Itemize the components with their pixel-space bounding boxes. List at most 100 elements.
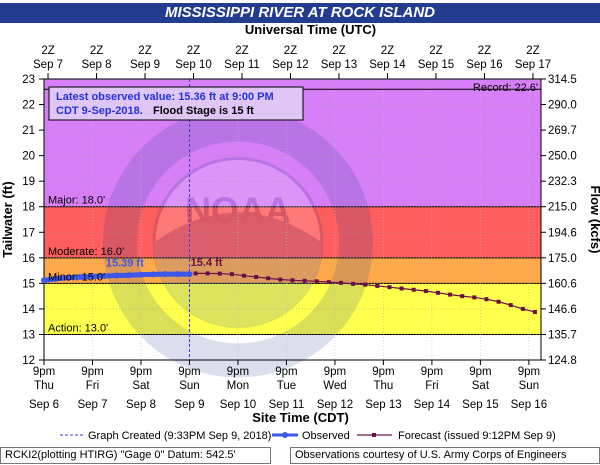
top-tick-date-3: Sep 10 (175, 59, 211, 71)
forecast-point-19 (423, 289, 428, 294)
right-tick-label-10: 290.0 (548, 100, 577, 112)
right-tick-label-5: 194.6 (548, 227, 577, 239)
axes: Universal Time (UTC) 2Z Sep 7 2Z Sep 8 2Z Sep … (0, 22, 600, 425)
forecast-point-20 (435, 290, 440, 295)
observed-point-10 (162, 271, 169, 278)
forecast-point-26 (508, 303, 513, 308)
observed-point-0 (41, 277, 47, 284)
watermark-wave (153, 212, 322, 327)
top-tick-date-10: Sep 17 (515, 59, 551, 71)
data-series (41, 271, 537, 314)
bottom-tick-day-0: Thu (34, 380, 54, 392)
observed-point-12 (186, 271, 193, 278)
top-tick-date-9: Sep 16 (466, 59, 502, 71)
observed-point-4 (89, 273, 96, 280)
watermark-noaa-text: NOAA (185, 189, 291, 230)
band-label-moderate: Moderate: 16.0' (48, 246, 124, 258)
forecast-point-5 (254, 274, 259, 279)
observed-point-7 (125, 272, 132, 279)
top-tick-date-1: Sep 8 (81, 59, 111, 71)
forecast-value-label: 15.4 ft (191, 257, 223, 269)
forecast-point-0 (193, 271, 198, 276)
forecast-point-10 (314, 279, 319, 284)
top-tick-label-1: 2Z (90, 45, 103, 57)
bottom-tick-time-5: 9pm (275, 366, 297, 378)
left-tick-label-3: 15 (22, 278, 35, 290)
right-tick-label-0: 124.8 (548, 355, 577, 367)
forecast-point-8 (290, 278, 295, 283)
forecast-point-28 (532, 309, 537, 314)
bottom-tick-date-6: Sep 12 (317, 399, 353, 411)
bottom-tick-day-2: Sat (132, 380, 150, 392)
top-tick-label-8: 2Z (429, 45, 442, 57)
observed-point-6 (113, 272, 120, 279)
top-tick-date-8: Sep 15 (418, 59, 454, 71)
observed-point-2 (65, 274, 72, 281)
bottom-tick-time-2: 9pm (130, 366, 152, 378)
bottom-tick-time-3: 9pm (178, 366, 200, 378)
bottom-tick-date-1: Sep 7 (77, 399, 107, 411)
observed-value-label: 15.39 ft (106, 257, 144, 269)
grid-lines (44, 79, 541, 360)
left-tick-label-10: 22 (22, 100, 35, 112)
top-tick-label-3: 2Z (187, 45, 200, 57)
bottom-tick-date-2: Sep 8 (126, 399, 156, 411)
bottom-tick-time-8: 9pm (421, 366, 443, 378)
observed-point-8 (137, 271, 144, 278)
forecast-point-12 (338, 280, 343, 285)
forecast-point-1 (205, 271, 210, 276)
top-tick-date-4: Sep 11 (224, 59, 260, 71)
forecast-point-4 (242, 273, 247, 278)
band-label-minor: Minor: 15.0' (48, 271, 105, 283)
top-tick-label-5: 2Z (284, 45, 297, 57)
top-tick-label-9: 2Z (478, 45, 491, 57)
bottom-tick-time-0: 9pm (33, 366, 55, 378)
forecast-point-21 (448, 292, 453, 297)
top-tick-label-6: 2Z (332, 45, 345, 57)
top-tick-label-2: 2Z (138, 45, 151, 57)
forecast-point-3 (229, 272, 234, 277)
chart-labels: Action: 13.0' Minor: 15.0' Moderate: 16.0'… (48, 82, 538, 334)
info-box: Latest observed value: 15.36 ft at 9:00 … (48, 86, 304, 121)
observed-point-5 (101, 272, 108, 279)
bottom-tick-day-7: Thu (374, 380, 394, 392)
left-tick-label-2: 14 (22, 304, 35, 316)
bottom-tick-date-3: Sep 9 (174, 399, 204, 411)
legend-forecast-marker (372, 433, 376, 437)
right-tick-label-6: 215.0 (548, 202, 577, 214)
forecast-point-13 (351, 281, 356, 286)
bottom-tick-day-4: Mon (227, 380, 249, 392)
bottom-tick-day-8: Fri (425, 380, 438, 392)
band-label-major: Major: 18.0' (48, 195, 105, 207)
info-line-2a: CDT 9-Sep-2018. (56, 105, 143, 117)
forecast-point-17 (399, 286, 404, 291)
plot-frame (43, 78, 542, 361)
left-tick-label-5: 17 (22, 227, 35, 239)
forecast-point-14 (363, 282, 368, 287)
right-tick-label-2: 146.6 (548, 304, 577, 316)
forecast-point-18 (411, 287, 416, 292)
forecast-point-11 (326, 280, 331, 285)
bottom-tick-date-5: Sep 11 (269, 399, 305, 411)
forecast-point-16 (387, 285, 392, 290)
left-tick-label-11: 23 (22, 74, 35, 86)
top-tick-date-2: Sep 9 (130, 59, 160, 71)
right-tick-label-11: 314.5 (548, 74, 577, 86)
bottom-tick-time-7: 9pm (372, 366, 394, 378)
bottom-tick-date-10: Sep 16 (511, 399, 547, 411)
bottom-tick-day-10: Sun (519, 380, 539, 392)
right-tick-label-8: 250.0 (548, 151, 577, 163)
legend-forecast-label: Forecast (issued 9:12PM Sep 9) (398, 430, 556, 442)
forecast-point-27 (520, 306, 525, 311)
left-tick-label-6: 18 (22, 202, 35, 214)
observed-point-9 (150, 271, 157, 278)
forecast-point-23 (472, 295, 477, 300)
bottom-tick-date-4: Sep 10 (220, 399, 256, 411)
bottom-tick-day-1: Fri (86, 380, 99, 392)
bottom-tick-date-7: Sep 13 (365, 399, 401, 411)
forecast-point-9 (302, 278, 307, 283)
legend-observed-label: Observed (302, 430, 350, 442)
top-tick-date-7: Sep 14 (369, 59, 406, 71)
left-tick-label-1: 13 (22, 329, 35, 341)
